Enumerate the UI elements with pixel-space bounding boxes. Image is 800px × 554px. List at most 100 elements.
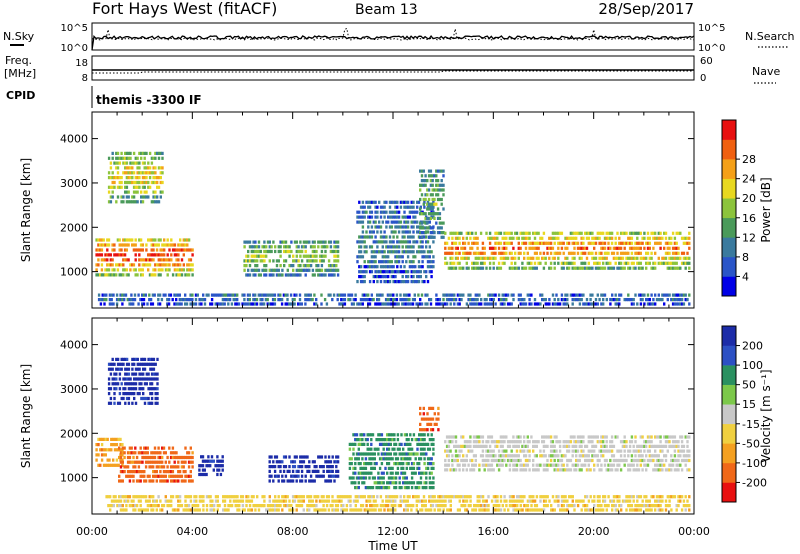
heatmap-cell [139,460,142,464]
heatmap-cell [257,245,261,249]
heatmap-cell [148,258,152,262]
heatmap-cell [576,251,580,255]
heatmap-cell [508,440,512,444]
heatmap-cell [506,231,510,235]
heatmap-cell [127,392,131,396]
heatmap-cell [614,298,617,302]
heatmap-cell [166,465,169,469]
heatmap-cell [359,220,363,224]
heatmap-cell [432,452,435,456]
heatmap-cell [265,264,268,268]
heatmap-cell [139,504,142,508]
heatmap-cell [454,435,458,439]
heatmap-cell [386,293,390,297]
heatmap-cell [682,236,686,240]
heatmap-cell [179,238,182,242]
heatmap-cell [139,495,142,499]
heatmap-cell [469,293,472,297]
heatmap-cell [115,156,118,160]
heatmap-cell [654,231,657,235]
heatmap-cell [338,302,341,306]
heatmap-cell [359,302,363,306]
heatmap-cell [115,448,119,452]
heatmap-cell [602,293,605,297]
heatmap-cell [416,447,419,451]
heatmap-cell [417,260,421,264]
heatmap-cell [138,151,141,155]
heatmap-cell [157,151,161,155]
heatmap-cell [456,231,459,235]
heatmap-cell [582,454,585,458]
heatmap-cell [162,465,166,469]
heatmap-cell [659,435,662,439]
heatmap-cell [616,266,619,270]
heatmap-cell [383,275,386,279]
heatmap-cell [368,215,372,219]
heatmap-cell [679,435,682,439]
heatmap-cell [602,241,605,245]
heatmap-cell [641,236,644,240]
heatmap-cell [144,508,148,512]
heatmap-cell [153,460,157,464]
heatmap-cell [336,499,340,503]
heatmap-cell [396,200,399,204]
heatmap-cell [156,401,159,405]
heatmap-cell [390,270,393,274]
heatmap-cell [286,302,289,306]
heatmap-cell [389,466,392,470]
heatmap-cell [268,479,271,483]
heatmap-cell [546,444,549,448]
heatmap-cell [584,458,587,463]
heatmap-cell [535,256,538,260]
heatmap-cell [108,448,111,452]
heatmap-cell [333,254,336,258]
heatmap-cell [392,265,395,269]
heatmap-cell [460,449,463,453]
heatmap-cell [431,428,435,432]
heatmap-cell [449,251,452,255]
heatmap-cell [122,263,125,267]
heatmap-cell [311,249,315,254]
heatmap-cell [671,231,675,235]
heatmap-cell [499,444,503,448]
heatmap-cell [650,256,653,260]
heatmap-cell [508,251,512,255]
heatmap-cell [618,256,621,260]
heatmap-cell [637,261,641,265]
heatmap-cell [476,246,479,250]
heatmap-cell [281,508,284,512]
heatmap-cell [378,220,381,224]
heatmap-cell [381,220,384,224]
heatmap-cell [648,298,651,302]
heatmap-cell [116,499,119,503]
heatmap-cell [488,444,492,448]
heatmap-cell [488,468,492,472]
heatmap-cell [544,298,547,302]
heatmap-cell [666,298,669,302]
heatmap-cell [688,449,691,453]
heatmap-cell [322,508,325,512]
heatmap-cell [350,442,353,446]
heatmap-cell [396,225,399,229]
heatmap-cell [236,302,239,306]
heatmap-cell [370,200,374,204]
heatmap-cell [573,468,576,472]
heatmap-cell [186,451,189,455]
heatmap-cell [352,452,355,456]
heatmap-cell [274,499,277,503]
heatmap-cell [618,463,621,467]
heatmap-cell [371,466,375,470]
heatmap-cell [564,256,567,260]
heatmap-cell [357,457,360,461]
heatmap-cell [139,273,143,277]
heatmap-cell [359,280,363,284]
heatmap-cell [474,251,477,255]
heatmap-cell [182,253,185,257]
heatmap-cell [442,235,445,239]
heatmap-cell [161,268,164,272]
heatmap-cell [335,249,338,254]
heatmap-cell [150,495,153,499]
heatmap-cell [377,433,380,437]
heatmap-cell [639,463,642,467]
heatmap-cell [154,180,157,185]
